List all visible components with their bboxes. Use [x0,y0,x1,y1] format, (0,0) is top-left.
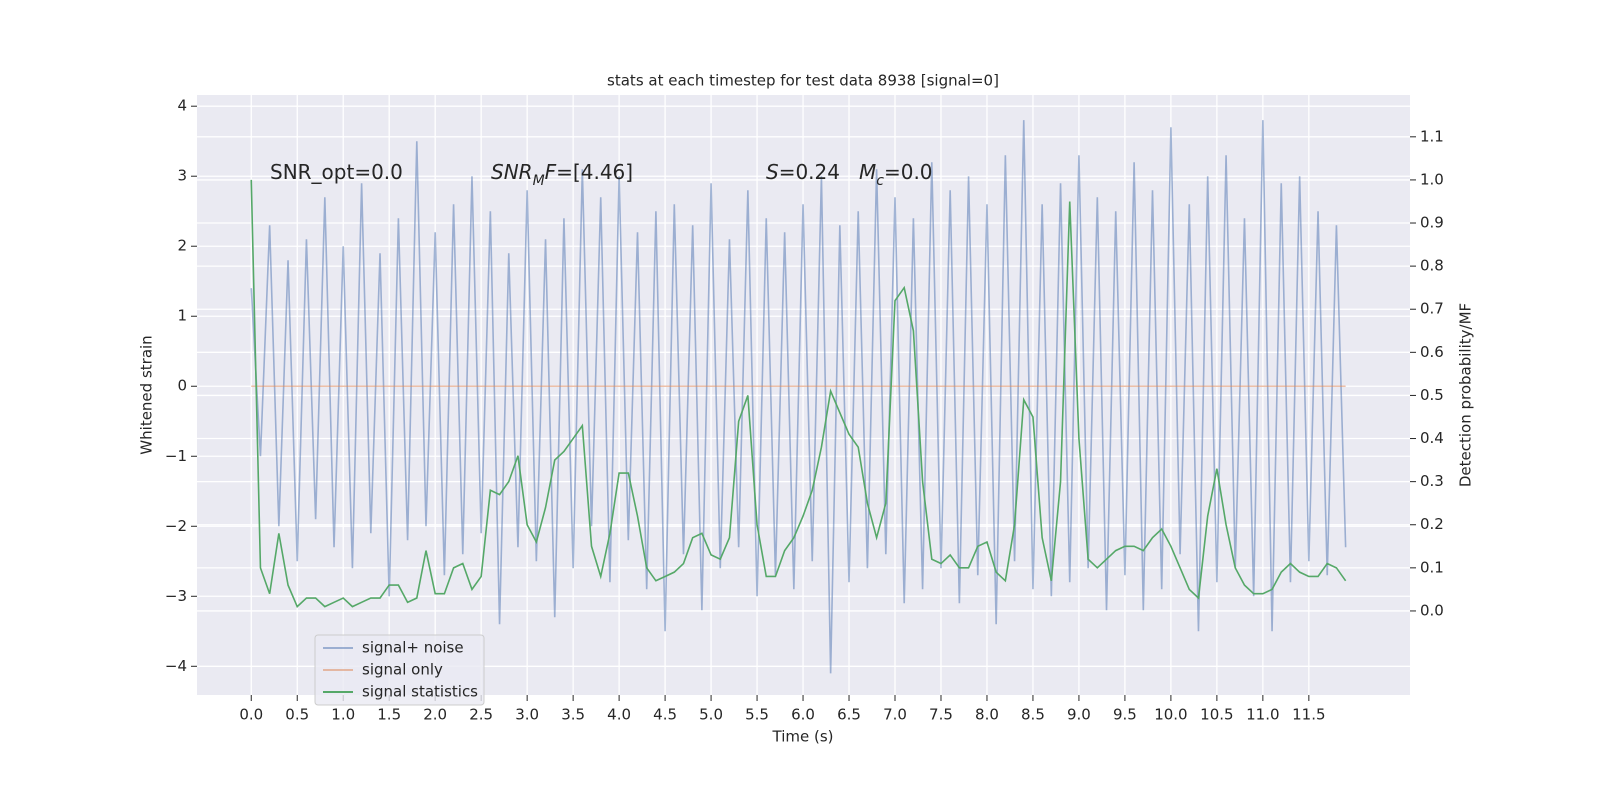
annotation-part: M [533,173,545,189]
series-line [250,120,1347,674]
y-tick-label: 4 [177,97,187,115]
annotation-part: =[4.46] [556,160,633,184]
annotation-part: =0.24 [779,160,840,184]
annotation-part: M [859,160,876,184]
y2-tick-label: 0.9 [1420,214,1444,232]
y2-tick-label: 0.2 [1420,515,1444,533]
y2-tick-label: 0.6 [1420,343,1444,361]
x-tick-label: 8.5 [1021,706,1045,724]
y-tick-label: 3 [177,167,187,185]
y2-tick-label: 0.4 [1420,429,1444,447]
y-tick-label: −1 [165,447,187,465]
legend-label: signal+ noise [362,639,464,657]
legend-box [314,634,485,706]
y-tick-label: 1 [177,307,187,325]
y2-tick-label: 0.1 [1420,558,1444,576]
x-tick-label: 0.0 [239,706,263,724]
x-tick-label: 11.0 [1246,706,1279,724]
annotation: S=0.24 [766,160,840,184]
x-tick-label: 9.0 [1067,706,1091,724]
x-tick-label: 1.5 [377,706,401,724]
annotation-part: c [876,173,884,189]
y2-tick-label: 1.0 [1420,170,1444,188]
x-tick-label: 4.0 [607,706,631,724]
x-tick-label: 3.5 [561,706,585,724]
annotation: SNRMF=[4.46] [491,160,633,190]
y2-tick-label: 0.7 [1420,300,1444,318]
x-tick-label: 5.0 [699,706,723,724]
x-tick-label: 1.0 [331,706,355,724]
x-tick-label: 7.0 [883,706,907,724]
annotation-part: F [545,160,557,184]
y2-tick-label: 0.8 [1420,257,1444,275]
legend-label: signal only [362,661,443,679]
y2-tick-label: 0.3 [1420,472,1444,490]
chart-title: stats at each timestep for test data 893… [607,72,999,90]
x-tick-label: 7.5 [929,706,953,724]
x-tick-label: 4.5 [653,706,677,724]
x-tick-label: 10.0 [1154,706,1187,724]
y2-tick-label: 0.5 [1420,386,1444,404]
annotation: Mc=0.0 [859,160,933,190]
annotation: SNR_opt=0.0 [270,160,403,184]
x-tick-label: 6.5 [837,706,861,724]
x-tick-label: 5.5 [745,706,769,724]
y-tick-label: −2 [165,517,187,535]
x-tick-label: 2.5 [469,706,493,724]
y-tick-label: −3 [165,587,187,605]
y2-tick-label: 1.1 [1420,127,1444,145]
y-tick-label: −4 [165,657,187,675]
y2-axis-label: Detection probability/MF [1457,303,1475,487]
x-tick-label: 0.5 [285,706,309,724]
x-axis-label: Time (s) [772,728,834,746]
annotation-part: SNR [491,160,533,184]
y-tick-label: 0 [177,377,187,395]
annotation-part: SNR_opt=0.0 [270,160,403,184]
annotation-part: =0.0 [884,160,933,184]
y2-tick-label: 0.0 [1420,601,1444,619]
legend-label: signal statistics [362,683,478,701]
x-tick-label: 10.5 [1200,706,1233,724]
series-line [250,179,1347,609]
x-tick-label: 8.0 [975,706,999,724]
x-tick-label: 3.0 [515,706,539,724]
x-tick-label: 9.5 [1113,706,1137,724]
y-tick-label: 2 [177,237,187,255]
x-tick-label: 2.0 [423,706,447,724]
y-axis-label: Whitened strain [138,335,156,454]
x-tick-label: 11.5 [1292,706,1325,724]
x-tick-label: 6.0 [791,706,815,724]
annotation-part: S [766,160,779,184]
